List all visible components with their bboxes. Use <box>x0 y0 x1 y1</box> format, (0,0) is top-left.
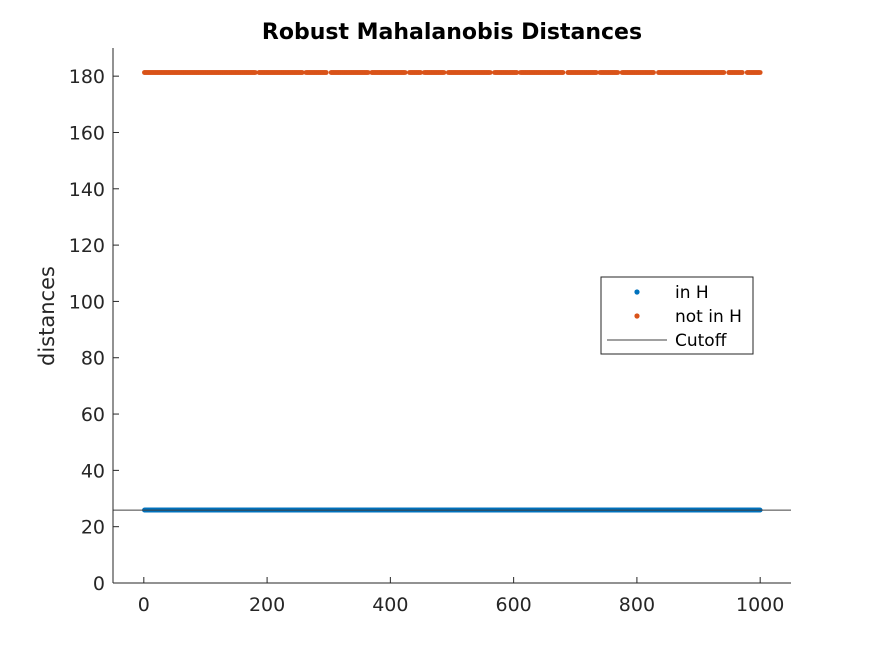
data-point <box>418 70 423 75</box>
chart-title: Robust Mahalanobis Distances <box>262 20 642 45</box>
y-tick-label: 20 <box>81 517 105 539</box>
series-not-in-h <box>142 70 763 75</box>
data-point <box>365 70 371 75</box>
x-tick-label: 0 <box>138 594 150 616</box>
x-tick-label: 800 <box>619 594 655 616</box>
data-point <box>323 70 329 75</box>
legend-marker-in-h <box>634 289 640 295</box>
y-tick-label: 100 <box>69 291 105 313</box>
y-tick-label: 40 <box>81 460 105 482</box>
legend-label-not-in-h: not in H <box>675 307 742 327</box>
legend-entry-in-h: in H <box>634 283 709 303</box>
x-tick-label: 400 <box>372 594 408 616</box>
y-axis-label: distances <box>35 266 59 366</box>
legend-label-in-h: in H <box>675 283 709 303</box>
data-point <box>441 70 447 75</box>
legend-box <box>600 276 754 355</box>
data-point <box>560 70 566 75</box>
y-tick-label: 160 <box>69 122 105 144</box>
data-point <box>593 70 599 75</box>
data-point <box>252 70 258 75</box>
y-tick-label: 60 <box>81 404 105 426</box>
x-tick-label: 600 <box>496 594 532 616</box>
axes-layer: 0 200 400 600 800 1000 0 20 40 60 80 100 120 140 160 18… <box>69 48 791 616</box>
data-point <box>514 70 520 75</box>
legend-marker-not-in-h <box>634 313 640 319</box>
data-point <box>739 70 745 75</box>
data-point <box>402 70 408 75</box>
data-point <box>757 70 763 75</box>
y-tick-label: 180 <box>69 66 105 88</box>
y-tick-label: 0 <box>93 573 105 595</box>
legend-label-cutoff: Cutoff <box>675 331 728 351</box>
data-point <box>615 70 621 75</box>
y-tick-label: 140 <box>69 179 105 201</box>
x-tick-label: 200 <box>249 594 285 616</box>
legend-entry-not-in-h: not in H <box>634 307 742 327</box>
data-point <box>299 70 305 75</box>
legend: in H not in H Cutoff <box>600 276 754 355</box>
y-tick-label: 120 <box>69 235 105 257</box>
data-point <box>487 70 493 75</box>
legend-entry-cutoff: Cutoff <box>607 331 728 351</box>
x-tick-label: 1000 <box>736 594 784 616</box>
data-point <box>651 70 656 75</box>
y-tick-label: 80 <box>81 348 105 370</box>
data-point <box>721 70 727 75</box>
